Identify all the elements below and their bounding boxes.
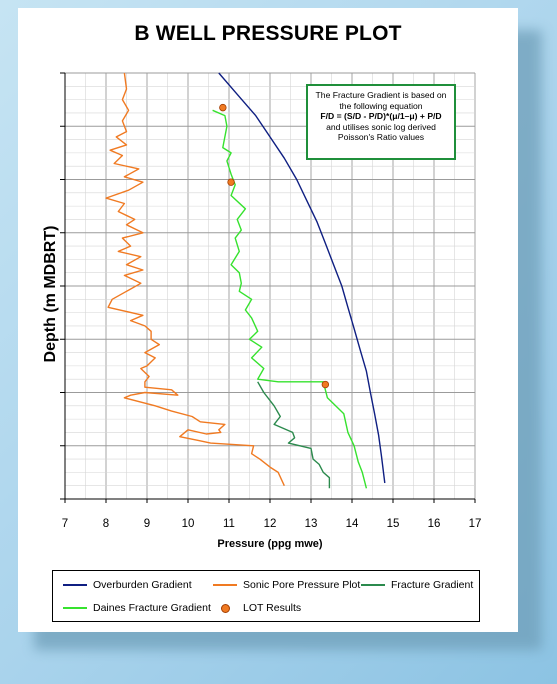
y-axis-label: Depth (m MDBRT) <box>42 225 59 363</box>
legend-label: LOT Results <box>243 602 302 614</box>
daines-fracture-gradient-line <box>212 109 368 489</box>
x-tick-label: 8 <box>102 518 110 530</box>
legend-label: Overburden Gradient <box>93 579 192 591</box>
chart-title: B WELL PRESSURE PLOT <box>134 22 402 45</box>
sonic-pore-pressure-plot-line <box>105 72 285 486</box>
equation-annotation: The Fracture Gradient is based on the fo… <box>306 84 456 160</box>
marker-layer <box>219 103 330 389</box>
x-tick-label: 16 <box>427 518 441 530</box>
legend-swatch <box>213 584 237 586</box>
x-tick-label: 11 <box>223 518 235 530</box>
overburden-gradient-line <box>218 72 386 484</box>
lot-result-marker <box>321 380 330 389</box>
legend-label: Daines Fracture Gradient <box>93 602 211 614</box>
lot-result-marker <box>219 103 227 112</box>
annotation-line: and utilises sonic log derived <box>326 121 436 132</box>
annotation-line: The Fracture Gradient is based on <box>315 90 447 100</box>
legend-marker <box>221 604 230 613</box>
legend-swatch <box>63 607 87 609</box>
legend-swatch <box>63 584 87 586</box>
x-tick-label: 10 <box>181 518 195 530</box>
axis-layer <box>60 72 476 503</box>
x-tick-label: 15 <box>386 518 400 530</box>
annotation-equation: F/D = (S/D - P/D)*(μ/1–μ) + P/D <box>320 111 442 122</box>
series-layer <box>105 72 386 489</box>
x-tick-label: 14 <box>345 518 359 530</box>
x-tick-label: 12 <box>263 518 277 530</box>
legend-swatch <box>361 584 385 586</box>
x-tick-label: 13 <box>304 518 318 530</box>
annotation-line: Poisson's Ratio values <box>337 132 425 143</box>
chart-legend: Overburden Gradient Sonic Pore Pressure … <box>52 570 480 622</box>
x-axis-label: Pressure (ppg mwe) <box>217 538 323 550</box>
fracture-gradient-line <box>257 381 331 489</box>
lot-result-marker <box>227 178 235 186</box>
annotation-line: the following equation <box>339 100 423 111</box>
x-tick-label: 9 <box>143 518 151 530</box>
legend-label: Fracture Gradient <box>391 579 474 591</box>
chart-paper: B WELL PRESSURE PLOT Depth (m MDBRT) 7 8 9… <box>18 8 518 632</box>
legend-label: Sonic Pore Pressure Plot <box>243 579 361 591</box>
x-tick-label: 7 <box>61 518 69 530</box>
x-tick-label: 17 <box>468 518 482 530</box>
